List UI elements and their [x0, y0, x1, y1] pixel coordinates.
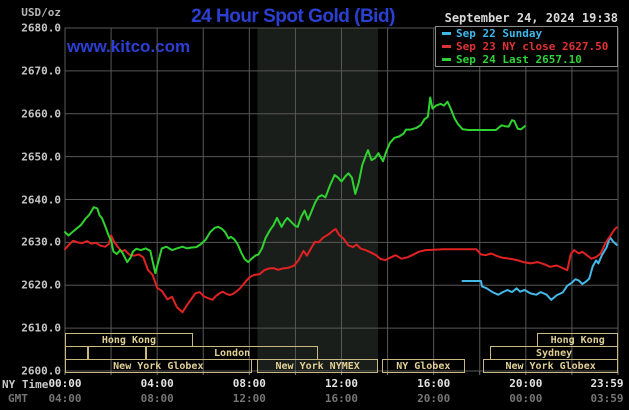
legend-label-sep23: Sep 23 NY close 2627.50	[456, 40, 609, 53]
x-tick-label-gmt: 08:00	[140, 392, 174, 405]
session-box-new-york-nymex: New York NYMEX	[257, 359, 378, 373]
x-tick-label-ny: 12:00	[324, 377, 359, 390]
y-tick-label: 2650.0	[21, 150, 61, 164]
x-tick-label-ny: 04:00	[140, 377, 174, 390]
legend-label-sep24: Sep 24 Last 2657.10	[456, 53, 582, 66]
chart-timestamp: September 24, 2024 19:38	[444, 11, 618, 25]
y-tick-label: 2600.0	[21, 364, 61, 378]
ny-time-row-label: NY Time	[2, 378, 49, 391]
legend-item-sep24: Sep 24 Last 2657.10	[436, 53, 617, 66]
session-box-sydney: Sydney	[490, 346, 618, 360]
chart-legend: Sep 22 Sunday Sep 23 NY close 2627.50 Se…	[435, 26, 618, 67]
y-tick-label: 2670.0	[21, 64, 61, 78]
series-line-sep-22-sunday	[461, 236, 618, 301]
legend-dash-sep23-icon	[442, 45, 451, 48]
session-box-new-york-globex: New York Globex	[65, 359, 252, 373]
y-tick-label: 2660.0	[21, 107, 61, 121]
x-tick-label-ny: 23:59	[590, 377, 624, 390]
kitco-watermark-link[interactable]: www.kitco.com	[67, 37, 191, 56]
x-tick-label-gmt: 20:00	[417, 392, 451, 405]
session-box-london: London	[145, 346, 319, 360]
y-tick-label: 2630.0	[21, 235, 61, 249]
x-tick-label-gmt: 04:00	[48, 392, 82, 405]
session-box	[65, 346, 89, 360]
series-line-sep-23	[64, 226, 618, 314]
legend-item-sep23: Sep 23 NY close 2627.50	[436, 40, 617, 53]
y-axis-unit-label: USD/oz	[21, 6, 61, 19]
x-tick-label-ny: 08:00	[232, 377, 266, 390]
y-tick-label: 2680.0	[21, 21, 61, 35]
gmt-row-label: GMT	[8, 392, 28, 405]
y-tick-label: 2620.0	[21, 278, 61, 292]
session-box-hong-kong: Hong Kong	[65, 333, 193, 347]
x-tick-label-gmt: 03:59	[590, 392, 624, 405]
session-box-hong-kong: Hong Kong	[537, 333, 618, 347]
legend-item-sep22: Sep 22 Sunday	[436, 27, 617, 40]
x-tick-label-ny: 16:00	[417, 377, 451, 390]
x-tick-label-gmt: 12:00	[232, 392, 266, 405]
session-box-ny-globex: NY Globex	[381, 359, 465, 373]
series-line-sep-24	[64, 96, 526, 275]
session-box-new-york-globex: New York Globex	[483, 359, 618, 373]
chart-title: 24 Hour Spot Gold (Bid)	[191, 6, 395, 27]
session-box	[88, 346, 146, 360]
legend-dash-sep22-icon	[442, 32, 451, 35]
x-tick-label-ny: 20:00	[509, 377, 543, 390]
legend-label-sep22: Sep 22 Sunday	[456, 27, 543, 40]
y-tick-label: 2640.0	[21, 193, 61, 206]
legend-dash-sep24-icon	[442, 58, 451, 61]
x-tick-label-ny: 00:00	[48, 377, 82, 390]
x-tick-label-gmt: 16:00	[324, 392, 359, 405]
x-tick-label-gmt: 00:00	[509, 392, 543, 405]
y-tick-label: 2610.0	[21, 321, 61, 335]
